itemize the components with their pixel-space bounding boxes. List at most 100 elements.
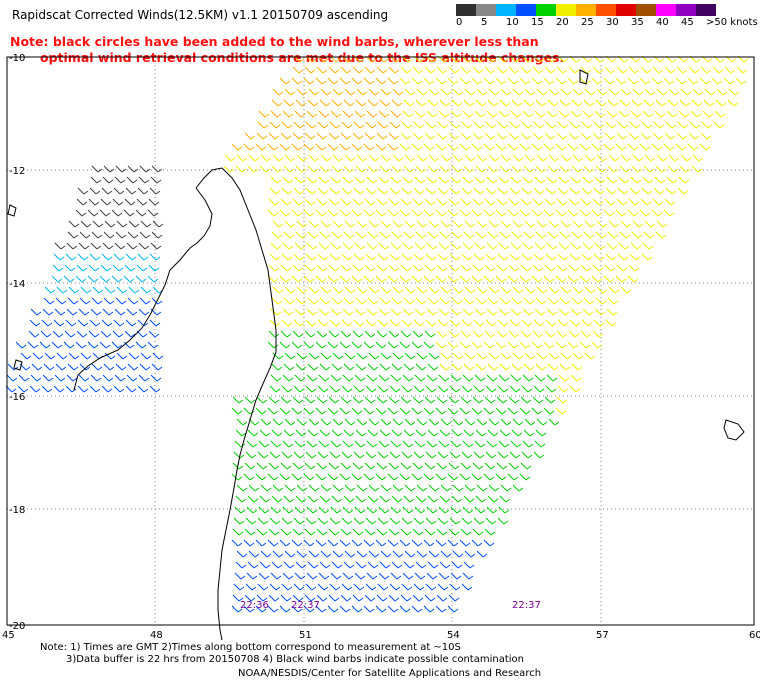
wind-barb xyxy=(403,429,415,437)
wind-barb xyxy=(75,341,87,349)
wind-barb xyxy=(664,132,676,140)
wind-barb xyxy=(436,396,448,404)
wind-barb xyxy=(605,121,617,129)
wind-barb xyxy=(546,176,558,184)
wind-barb xyxy=(280,264,292,272)
wind-barb xyxy=(548,352,560,360)
wind-barb xyxy=(99,209,111,217)
wind-barb xyxy=(367,165,379,173)
wind-barb xyxy=(127,363,139,371)
wind-barb xyxy=(113,319,125,327)
wind-barb xyxy=(608,154,620,162)
wind-barb xyxy=(572,154,584,162)
wind-barb xyxy=(678,110,690,118)
wind-barb xyxy=(584,154,596,162)
wind-barb xyxy=(135,341,147,349)
wind-barb xyxy=(475,429,487,437)
wind-barb xyxy=(329,319,341,327)
wind-barb xyxy=(315,143,327,151)
wind-barb xyxy=(339,275,351,283)
wind-barb xyxy=(391,429,403,437)
wind-barb xyxy=(413,253,425,261)
wind-barb xyxy=(547,99,559,107)
wind-barb xyxy=(306,506,318,514)
wind-barb xyxy=(449,583,461,591)
wind-barb xyxy=(400,528,412,536)
wind-barb xyxy=(475,165,487,173)
wind-barb xyxy=(341,121,353,129)
wind-barb xyxy=(77,385,89,393)
wind-barb xyxy=(375,605,387,613)
wind-barb xyxy=(365,583,377,591)
wind-barb xyxy=(113,253,125,261)
wind-barb xyxy=(438,572,450,580)
wind-barb xyxy=(644,220,656,228)
wind-barb xyxy=(29,319,41,327)
wind-barb xyxy=(735,77,747,85)
wind-barb xyxy=(607,165,619,173)
wind-barb xyxy=(508,264,520,272)
wind-barb xyxy=(500,154,512,162)
latitude-tick-label: -10 xyxy=(9,53,25,64)
wind-barb xyxy=(584,352,596,360)
wind-barb xyxy=(641,187,653,195)
wind-barb xyxy=(375,473,387,481)
wind-barb xyxy=(91,231,103,239)
wind-barb xyxy=(392,418,404,426)
wind-barb xyxy=(365,385,377,393)
wind-barb xyxy=(559,99,571,107)
wind-barb xyxy=(581,253,593,261)
wind-barb xyxy=(319,99,331,107)
wind-barb xyxy=(125,385,137,393)
wind-barb xyxy=(426,110,438,118)
wind-barb xyxy=(651,209,663,217)
wind-barb xyxy=(448,594,460,602)
wind-barb xyxy=(425,187,437,195)
wind-barb xyxy=(507,77,519,85)
wind-barb xyxy=(104,220,116,228)
wind-barb xyxy=(89,187,101,195)
wind-barb xyxy=(284,484,296,492)
wind-barb xyxy=(400,462,412,470)
wind-barb xyxy=(257,451,269,459)
wind-barb xyxy=(438,242,450,250)
wind-barb xyxy=(342,572,354,580)
wind-barb xyxy=(604,132,616,140)
wind-barb xyxy=(512,286,524,294)
wind-barb xyxy=(390,176,402,184)
wind-barb xyxy=(425,319,437,327)
wind-barb xyxy=(665,187,677,195)
wind-barb xyxy=(426,308,438,316)
wind-barb xyxy=(268,528,280,536)
wind-barb xyxy=(496,396,508,404)
wind-barb xyxy=(363,275,375,283)
wind-barb xyxy=(316,594,328,602)
wind-barb xyxy=(76,330,88,338)
wind-barb xyxy=(368,418,380,426)
wind-barb xyxy=(450,506,462,514)
wind-barb xyxy=(487,297,499,305)
wind-barb xyxy=(642,110,654,118)
wind-barb xyxy=(303,77,315,85)
wind-barb xyxy=(711,77,723,85)
wind-barb xyxy=(308,154,320,162)
wind-barb xyxy=(317,451,329,459)
wind-barb xyxy=(631,165,643,173)
legend-label: 45 xyxy=(681,17,694,28)
wind-barb xyxy=(399,209,411,217)
wind-barb xyxy=(149,187,161,195)
wind-barb xyxy=(544,396,556,404)
wind-barb xyxy=(368,286,380,294)
wind-barb xyxy=(136,198,148,206)
wind-barb xyxy=(680,88,692,96)
wind-barb xyxy=(236,154,248,162)
wind-barb xyxy=(451,99,463,107)
wind-barb xyxy=(101,319,113,327)
wind-barb xyxy=(295,495,307,503)
wind-barb xyxy=(592,264,604,272)
wind-barb xyxy=(483,143,495,151)
wind-barb xyxy=(571,363,583,371)
wind-barb xyxy=(485,517,497,525)
wind-barb xyxy=(642,242,654,250)
wind-barb xyxy=(399,473,411,481)
